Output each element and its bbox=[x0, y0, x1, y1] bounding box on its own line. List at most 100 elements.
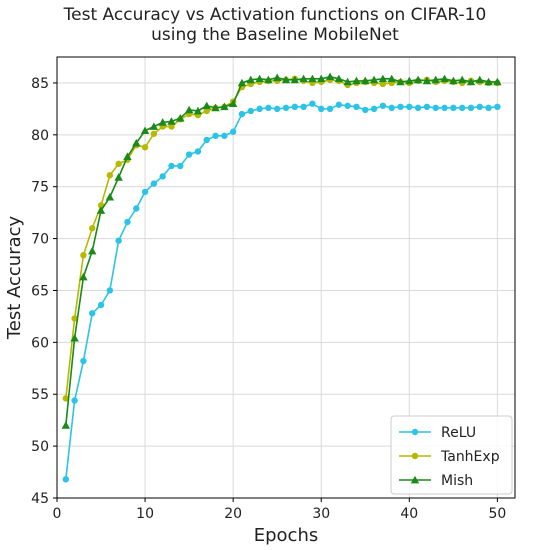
data-point-relu bbox=[344, 102, 351, 109]
data-point-tanhexp bbox=[203, 107, 210, 115]
data-point-mish bbox=[299, 74, 308, 83]
data-point-mish bbox=[70, 334, 79, 342]
y-tick-label: 60 bbox=[31, 335, 49, 351]
data-point-relu bbox=[265, 104, 272, 112]
data-point-mish bbox=[484, 77, 493, 86]
data-point-relu bbox=[467, 104, 475, 112]
chart-title-line: using the Baseline MobileNet bbox=[151, 25, 399, 45]
legend-swatch-marker bbox=[410, 475, 420, 484]
data-point-relu bbox=[476, 103, 483, 111]
x-tick-label: 0 bbox=[53, 506, 62, 522]
y-tick-label: 45 bbox=[31, 491, 49, 507]
data-point-mish bbox=[167, 117, 176, 125]
data-point-mish bbox=[246, 75, 255, 84]
data-point-relu bbox=[97, 301, 105, 309]
data-point-mish bbox=[88, 246, 97, 255]
data-point-tanhexp bbox=[168, 123, 175, 130]
data-point-relu bbox=[318, 105, 325, 113]
data-point-mish bbox=[413, 75, 423, 84]
data-point-tanhexp bbox=[71, 315, 78, 322]
data-point-mish bbox=[457, 75, 467, 84]
y-tick-label: 50 bbox=[31, 439, 49, 455]
data-point-relu bbox=[238, 110, 246, 118]
data-point-mish bbox=[79, 272, 88, 281]
plot-frame bbox=[56, 56, 516, 499]
legend-box bbox=[390, 415, 513, 495]
data-point-relu bbox=[124, 218, 131, 226]
chart-title-line: Test Accuracy vs Activation functions on… bbox=[63, 5, 487, 25]
data-point-relu bbox=[326, 105, 334, 113]
data-point-mish bbox=[387, 74, 396, 83]
data-point-mish bbox=[132, 138, 141, 147]
legend-item-tanhexp: TanhExp bbox=[399, 449, 500, 465]
data-point-mish bbox=[237, 78, 247, 87]
data-point-relu bbox=[379, 102, 387, 109]
legend-item-relu: ReLU bbox=[399, 425, 476, 441]
grid-lines bbox=[56, 57, 515, 499]
data-point-mish bbox=[422, 76, 432, 85]
data-point-mish bbox=[105, 192, 115, 201]
data-point-relu bbox=[485, 104, 492, 112]
x-tick-label: 50 bbox=[488, 506, 506, 522]
data-point-mish bbox=[493, 77, 502, 86]
data-point-mish bbox=[202, 101, 211, 110]
data-point-mish bbox=[334, 74, 344, 83]
data-point-tanhexp bbox=[80, 251, 87, 259]
legend-item-mish: Mish bbox=[399, 473, 473, 489]
y-axis-label: Test Accuracy bbox=[4, 215, 25, 340]
data-point-mish bbox=[317, 74, 326, 83]
data-point-relu bbox=[335, 101, 343, 108]
data-point-relu bbox=[185, 151, 193, 158]
data-point-mish bbox=[378, 74, 388, 83]
chart-title: Test Accuracy vs Activation functions on… bbox=[63, 5, 487, 45]
data-point-mish bbox=[140, 126, 150, 135]
legend-label: Mish bbox=[441, 473, 473, 489]
data-point-mish bbox=[396, 77, 405, 86]
data-point-mish bbox=[114, 173, 123, 181]
data-point-relu bbox=[406, 103, 413, 111]
data-point-mish bbox=[325, 72, 335, 81]
legend-swatch-marker bbox=[411, 428, 419, 436]
data-point-relu bbox=[71, 397, 78, 404]
data-point-mish bbox=[123, 152, 132, 160]
data-point-relu bbox=[282, 104, 290, 112]
data-point-relu bbox=[194, 148, 202, 155]
data-point-mish bbox=[193, 106, 203, 115]
data-point-mish bbox=[158, 118, 167, 126]
data-point-relu bbox=[80, 357, 87, 365]
series-lines bbox=[61, 72, 502, 483]
data-point-relu bbox=[309, 100, 316, 107]
data-point-tanhexp bbox=[115, 160, 122, 168]
data-point-mish bbox=[369, 75, 379, 84]
legend: ReLU TanhExp Mish bbox=[390, 415, 513, 495]
data-point-relu bbox=[273, 105, 281, 113]
data-point-relu bbox=[62, 476, 70, 483]
series-mish bbox=[61, 72, 502, 429]
data-point-tanhexp bbox=[89, 225, 96, 232]
y-tick-label: 55 bbox=[31, 387, 49, 403]
legend-swatch-marker bbox=[411, 452, 419, 460]
y-tick-label: 75 bbox=[31, 180, 49, 196]
data-point-tanhexp bbox=[379, 80, 387, 88]
data-point-mish bbox=[281, 75, 291, 84]
data-point-mish bbox=[272, 73, 282, 82]
x-tick-label: 20 bbox=[224, 506, 242, 522]
data-point-mish bbox=[184, 105, 194, 114]
data-point-relu bbox=[133, 205, 140, 212]
data-point-mish bbox=[431, 75, 440, 84]
data-point-relu bbox=[150, 180, 158, 187]
data-point-tanhexp bbox=[62, 395, 70, 402]
data-point-mish bbox=[228, 99, 238, 108]
data-point-mish bbox=[149, 122, 159, 130]
data-point-mish bbox=[220, 102, 229, 111]
axis-ticks: 0 10 20 30 40 50 45 50 55 60 65 70 75 80 85 bbox=[31, 76, 506, 522]
x-tick-label: 40 bbox=[400, 506, 418, 522]
data-point-tanhexp bbox=[150, 130, 158, 137]
y-tick-label: 80 bbox=[31, 128, 49, 144]
data-point-relu bbox=[247, 107, 254, 115]
data-point-relu bbox=[212, 132, 219, 140]
data-point-tanhexp bbox=[141, 144, 149, 151]
data-point-mish bbox=[405, 76, 414, 85]
y-tick-label: 85 bbox=[31, 76, 49, 92]
